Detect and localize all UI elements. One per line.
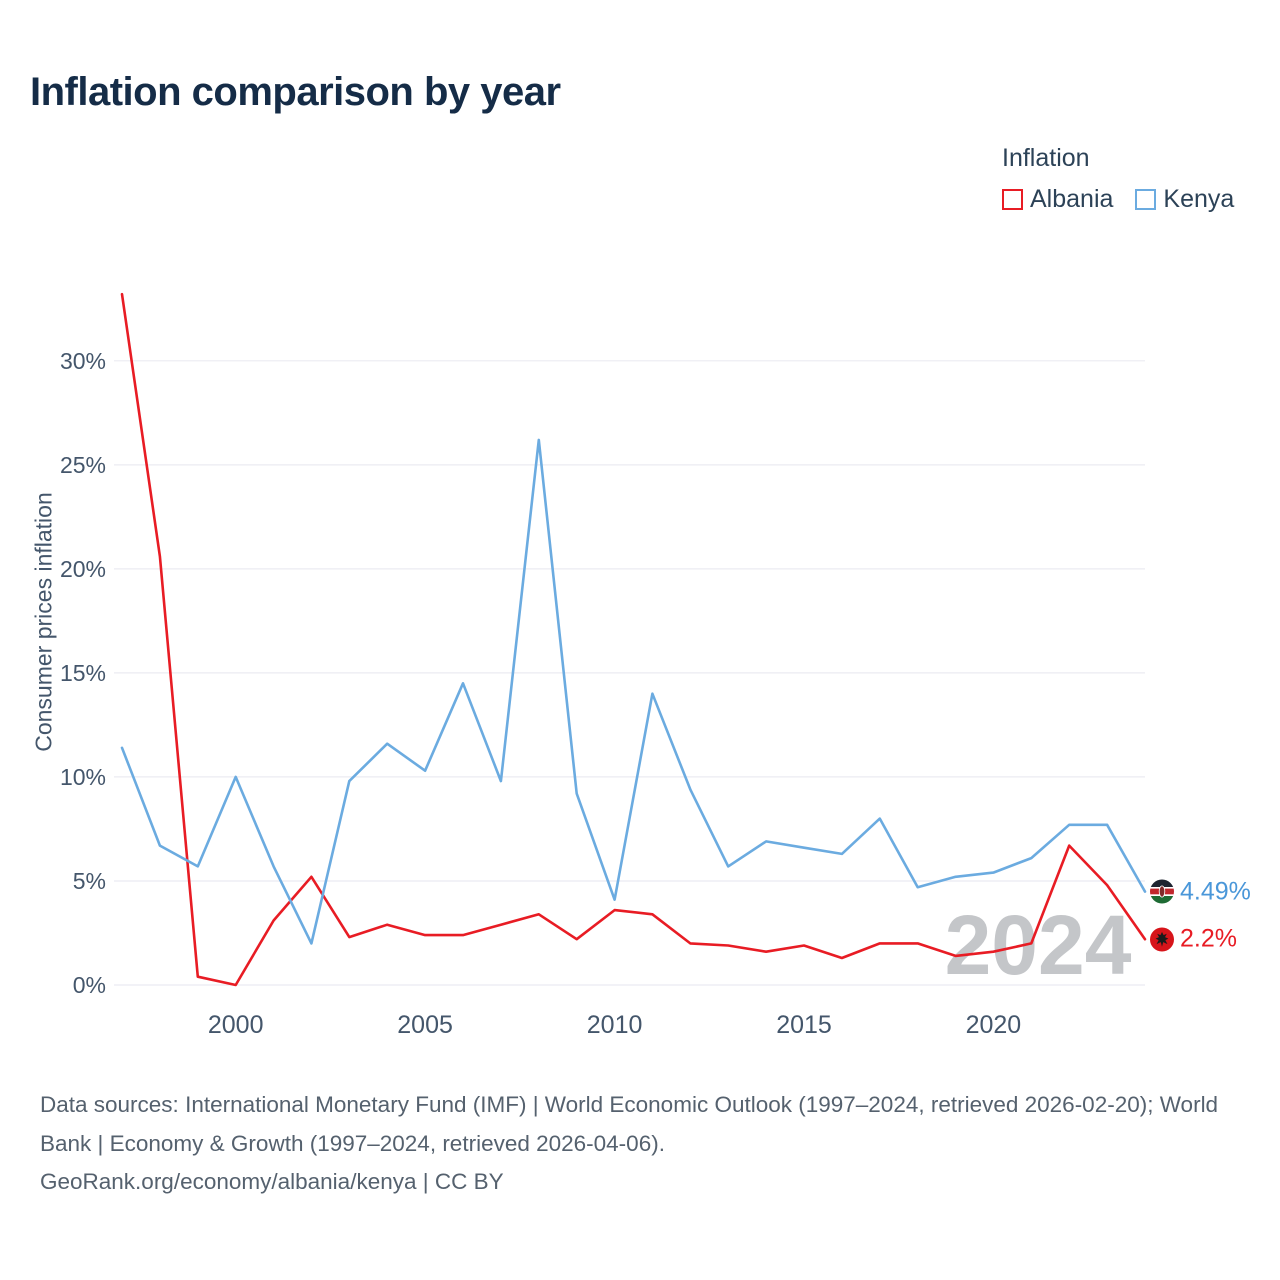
svg-text:30%: 30% [60, 348, 106, 374]
legend-title: Inflation [1002, 144, 1090, 172]
legend-item-kenya[interactable]: Kenya [1135, 185, 1234, 214]
svg-text:25%: 25% [60, 452, 106, 478]
end-label-albania: 2.2% [1150, 925, 1237, 954]
legend-label-kenya: Kenya [1163, 185, 1235, 213]
end-label-albania-value: 2.2% [1180, 924, 1237, 953]
svg-text:2010: 2010 [587, 1011, 643, 1039]
svg-text:5%: 5% [73, 868, 106, 894]
data-sources-text: Data sources: International Monetary Fun… [40, 1092, 1219, 1156]
legend-item-albania[interactable]: Albania [1002, 185, 1113, 214]
albania-flag-icon [1150, 927, 1174, 952]
page-title: Inflation comparison by year [30, 70, 561, 114]
chart-legend: Inflation Albania Kenya [1002, 144, 1244, 214]
legend-row: Albania Kenya [1002, 185, 1244, 214]
kenya-series-swatch-icon [1135, 189, 1157, 210]
svg-text:15%: 15% [60, 660, 106, 686]
svg-text:2024: 2024 [945, 898, 1132, 992]
kenya-flag-icon [1150, 879, 1174, 904]
svg-text:2015: 2015 [776, 1011, 832, 1039]
albania-series-swatch-icon [1002, 189, 1023, 210]
attribution-text: GeoRank.org/economy/albania/kenya | CC B… [40, 1169, 504, 1195]
svg-text:0%: 0% [73, 972, 106, 998]
footer: Data sources: International Monetary Fun… [40, 1086, 1245, 1202]
svg-text:20%: 20% [60, 556, 106, 582]
svg-text:2000: 2000 [208, 1011, 264, 1039]
legend-label-albania: Albania [1030, 185, 1114, 213]
svg-text:10%: 10% [60, 764, 106, 790]
end-label-kenya-value: 4.49% [1180, 877, 1251, 906]
svg-text:2020: 2020 [966, 1011, 1022, 1039]
y-axis-label: Consumer prices inflation [30, 492, 57, 752]
svg-text:2005: 2005 [397, 1011, 453, 1039]
end-label-kenya: 4.49% [1150, 877, 1251, 906]
